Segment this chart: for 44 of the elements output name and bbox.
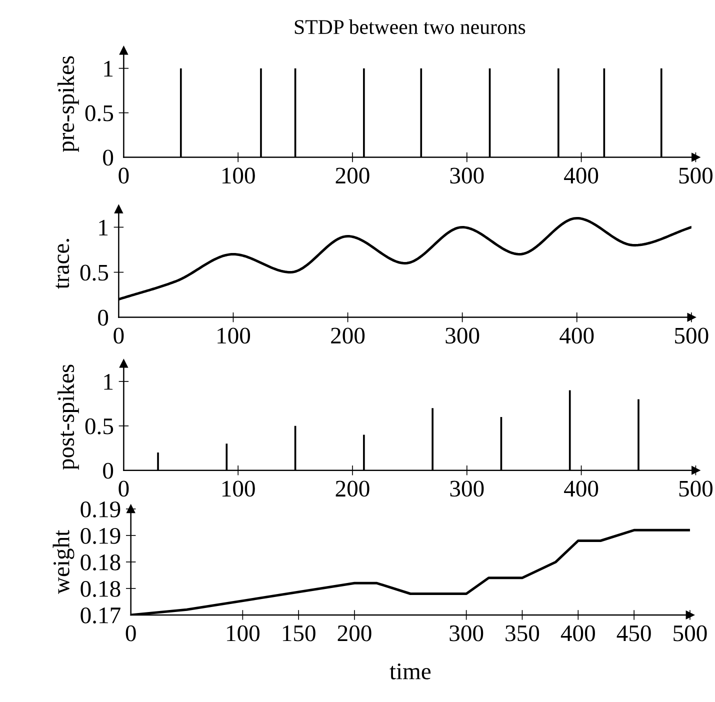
x-tick-label: 100 [222, 168, 255, 184]
x-tick-label: 450 [616, 625, 651, 642]
x-tick-label: 100 [227, 625, 260, 642]
y-axis-title: post-spikes [57, 364, 79, 470]
x-axis-title: time [390, 664, 431, 680]
x-tick-label: 400 [560, 328, 594, 344]
x-tick-label: 400 [564, 168, 598, 184]
x-tick-label: 500 [675, 328, 708, 344]
x-tick-label: 150 [282, 625, 316, 642]
y-tick-label: 1 [99, 220, 108, 236]
y-tick-label: 0.18 [80, 580, 120, 597]
x-tick-label: 100 [218, 328, 250, 344]
x-tick-label: 100 [222, 480, 255, 497]
x-tick-label: 200 [331, 328, 365, 344]
y-tick-label: 0 [98, 310, 108, 326]
x-tick-label: 200 [338, 625, 372, 642]
y-tick-label: 0.19 [80, 528, 120, 544]
y-tick-label: 1 [104, 60, 113, 77]
y-tick-label: 0.5 [80, 264, 108, 281]
y-tick-label: 0.5 [85, 418, 114, 434]
x-tick-label: 200 [336, 480, 370, 497]
x-tick-label: 400 [560, 625, 595, 642]
chart-title: STDP between two neurons [294, 19, 526, 34]
x-tick-label: 500 [679, 168, 713, 184]
y-axis-title: pre-spikes [57, 56, 79, 152]
x-tick-label: 500 [674, 625, 707, 642]
x-tick-label: 300 [446, 328, 480, 344]
x-tick-label: 350 [506, 625, 540, 642]
y-tick-label: 0.5 [85, 105, 114, 122]
x-tick-label: 0 [126, 625, 136, 642]
y-tick-label: 0 [103, 462, 114, 479]
y-axis-title: weight [52, 530, 74, 594]
x-tick-label: 300 [450, 625, 484, 642]
y-tick-label: 0.18 [80, 554, 120, 570]
x-tick-label: 400 [564, 480, 598, 497]
y-tick-label: 0.19 [80, 501, 120, 518]
x-tick-label: 200 [336, 168, 370, 184]
x-tick-label: 300 [450, 480, 484, 497]
y-tick-label: 0 [103, 150, 114, 166]
x-tick-label: 500 [679, 480, 713, 497]
x-tick-label: 300 [450, 168, 484, 184]
y-tick-label: 1 [104, 374, 113, 390]
y-tick-label: 0.17 [80, 607, 120, 624]
y-axis-title: trace. [56, 238, 70, 289]
